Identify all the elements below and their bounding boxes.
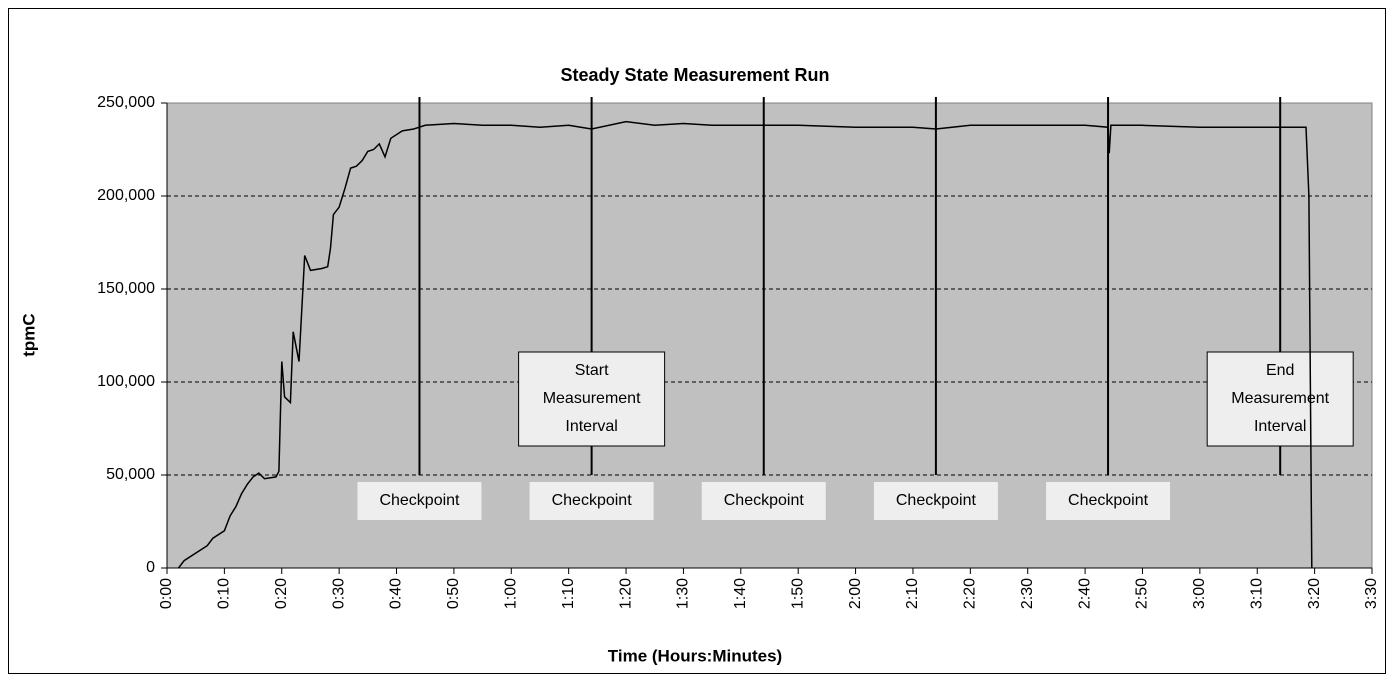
- checkpoint-label: Checkpoint: [1068, 492, 1149, 509]
- x-tick-label: 3:30: [1363, 578, 1380, 609]
- checkpoint-label: Checkpoint: [552, 492, 633, 509]
- checkpoint-box: [1046, 482, 1171, 520]
- y-tick-label: 150,000: [97, 280, 155, 297]
- interval-label: End: [1266, 362, 1294, 379]
- y-tick-label: 200,000: [97, 187, 155, 204]
- x-tick-label: 2:00: [847, 578, 864, 609]
- checkpoint-box: [529, 482, 654, 520]
- x-tick-label: 1:10: [560, 578, 577, 609]
- x-tick-label: 3:00: [1191, 578, 1208, 609]
- x-tick-label: 3:10: [1248, 578, 1265, 609]
- checkpoint-box: [873, 482, 998, 520]
- x-tick-label: 1:00: [503, 578, 520, 609]
- series-line: [177, 120, 1313, 569]
- y-tick-label: 100,000: [97, 373, 155, 390]
- x-tick-label: 2:20: [962, 578, 979, 609]
- interval-box: [1206, 351, 1354, 447]
- x-tick-label: 2:30: [1019, 578, 1036, 609]
- interval-label: Interval: [1254, 418, 1306, 435]
- x-tick-label: 2:40: [1076, 578, 1093, 609]
- interval-label: Measurement: [543, 390, 641, 407]
- interval-box: [518, 351, 666, 447]
- x-tick-label: 1:20: [617, 578, 634, 609]
- x-tick-label: 0:00: [158, 578, 175, 609]
- y-tick-label: 50,000: [106, 466, 155, 483]
- x-tick-label: 1:30: [675, 578, 692, 609]
- x-tick-label: 1:40: [732, 578, 749, 609]
- checkpoint-box: [701, 482, 826, 520]
- checkpoint-label: Checkpoint: [724, 492, 805, 509]
- x-tick-label: 0:30: [330, 578, 347, 609]
- checkpoint-label: Checkpoint: [896, 492, 977, 509]
- x-axis-title: Time (Hours:Minutes): [608, 646, 782, 665]
- x-tick-label: 0:40: [388, 578, 405, 609]
- interval-label: Interval: [565, 418, 617, 435]
- x-tick-label: 2:10: [904, 578, 921, 609]
- interval-label: Start: [575, 362, 609, 379]
- x-tick-label: 2:50: [1134, 578, 1151, 609]
- y-tick-label: 0: [146, 559, 155, 576]
- interval-label: Measurement: [1231, 390, 1329, 407]
- x-tick-label: 0:50: [445, 578, 462, 609]
- x-tick-label: 3:20: [1306, 578, 1323, 609]
- chart-title: Steady State Measurement Run: [560, 65, 829, 85]
- x-tick-label: 1:50: [789, 578, 806, 609]
- checkpoint-label: Checkpoint: [379, 492, 460, 509]
- checkpoint-box: [357, 482, 482, 520]
- y-tick-label: 250,000: [97, 94, 155, 111]
- x-tick-label: 0:10: [216, 578, 233, 609]
- x-tick-label: 0:20: [273, 578, 290, 609]
- y-axis-title: tpmC: [19, 313, 38, 356]
